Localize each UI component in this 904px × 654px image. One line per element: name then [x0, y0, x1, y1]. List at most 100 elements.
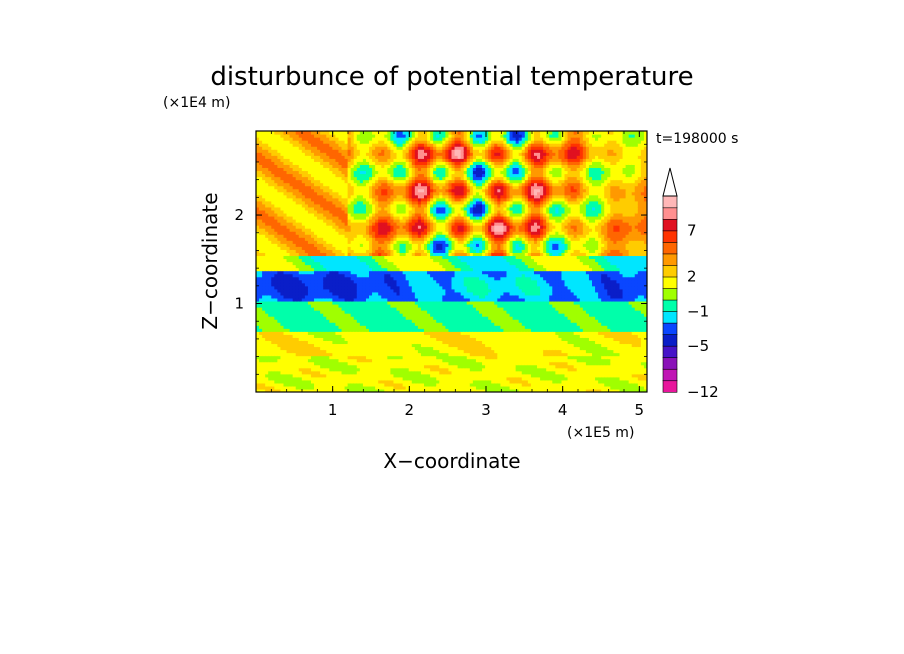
field-cell: [335, 273, 340, 278]
field-cell: [326, 255, 330, 260]
field-cell: [424, 237, 428, 241]
field-cell: [417, 307, 422, 311]
field-cell: [344, 173, 349, 178]
field-cell: [332, 182, 337, 187]
field-cell: [310, 370, 315, 375]
field-cell: [417, 219, 422, 223]
field-cell: [301, 325, 306, 329]
field-cell: [405, 328, 410, 332]
field-cell: [390, 167, 395, 172]
field-cell: [347, 161, 352, 165]
field-cell: [350, 285, 355, 290]
field-cell: [396, 307, 401, 311]
field-cell: [320, 228, 324, 232]
field-cell: [314, 331, 318, 335]
field-cell: [280, 352, 285, 357]
field-cell: [332, 355, 337, 360]
field-cell: [350, 197, 355, 202]
field-cell: [307, 212, 312, 217]
field-cell: [369, 361, 373, 366]
field-cell: [301, 255, 306, 260]
field-cell: [381, 307, 385, 311]
field-cell: [417, 222, 422, 226]
field-cell: [292, 146, 297, 150]
field-cell: [271, 243, 275, 247]
field-cell: [390, 316, 395, 320]
field-cell: [378, 385, 382, 390]
field-cell: [387, 388, 391, 392]
field-cell: [396, 367, 401, 372]
field-cell: [301, 370, 306, 375]
field-cell: [335, 170, 340, 175]
field-cell: [298, 355, 303, 360]
field-cell: [274, 325, 278, 329]
field-cell: [320, 303, 324, 308]
field-cell: [314, 376, 318, 381]
field-cell: [256, 388, 260, 392]
field-cell: [399, 273, 404, 278]
field-cell: [307, 376, 312, 381]
field-cell: [289, 164, 294, 169]
field-cell: [362, 209, 367, 214]
field-cell: [350, 334, 355, 338]
field-cell: [307, 267, 312, 272]
field-cell: [320, 270, 324, 275]
field-cell: [430, 182, 434, 187]
field-cell: [372, 209, 376, 214]
field-cell: [390, 337, 395, 341]
field-cell: [277, 388, 282, 392]
field-cell: [420, 370, 425, 375]
field-cell: [356, 346, 361, 351]
field-cell: [274, 331, 278, 335]
field-cell: [393, 367, 398, 372]
field-cell: [338, 340, 343, 345]
field-cell: [430, 179, 434, 184]
field-cell: [402, 367, 407, 372]
field-cell: [271, 331, 275, 335]
field-cell: [347, 285, 352, 290]
field-cell: [332, 364, 337, 369]
field-cell: [335, 264, 340, 269]
field-cell: [424, 361, 428, 366]
field-cell: [411, 373, 416, 378]
field-cell: [317, 322, 321, 326]
field-cell: [369, 307, 373, 311]
field-cell: [256, 222, 260, 226]
field-cell: [262, 206, 266, 211]
field-cell: [347, 182, 352, 187]
field-cell: [365, 343, 370, 348]
field-cell: [390, 279, 395, 284]
field-cell: [414, 325, 419, 329]
field-cell: [414, 316, 419, 320]
field-cell: [262, 234, 266, 238]
field-cell: [298, 149, 303, 153]
field-cell: [393, 143, 398, 147]
field-cell: [298, 288, 303, 293]
field-cell: [390, 285, 395, 290]
field-cell: [408, 167, 413, 172]
field-cell: [326, 264, 330, 269]
field-cell: [298, 307, 303, 311]
field-cell: [424, 337, 428, 341]
field-cell: [347, 334, 352, 338]
field-cell: [320, 273, 324, 278]
field-cell: [381, 328, 385, 332]
field-cell: [292, 161, 297, 165]
field-cell: [329, 379, 333, 384]
field-cell: [292, 231, 297, 235]
field-cell: [329, 385, 333, 390]
field-cell: [289, 158, 294, 162]
field-cell: [417, 331, 422, 335]
field-cell: [387, 261, 391, 266]
field-cell: [292, 261, 297, 266]
field-cell: [393, 352, 398, 357]
field-cell: [317, 264, 321, 269]
field-cell: [280, 382, 285, 387]
field-cell: [384, 228, 388, 232]
field-cell: [295, 243, 300, 247]
field-cell: [350, 234, 355, 238]
field-cell: [326, 191, 330, 196]
field-cell: [338, 182, 343, 187]
field-cell: [350, 300, 355, 305]
field-cell: [280, 294, 285, 299]
